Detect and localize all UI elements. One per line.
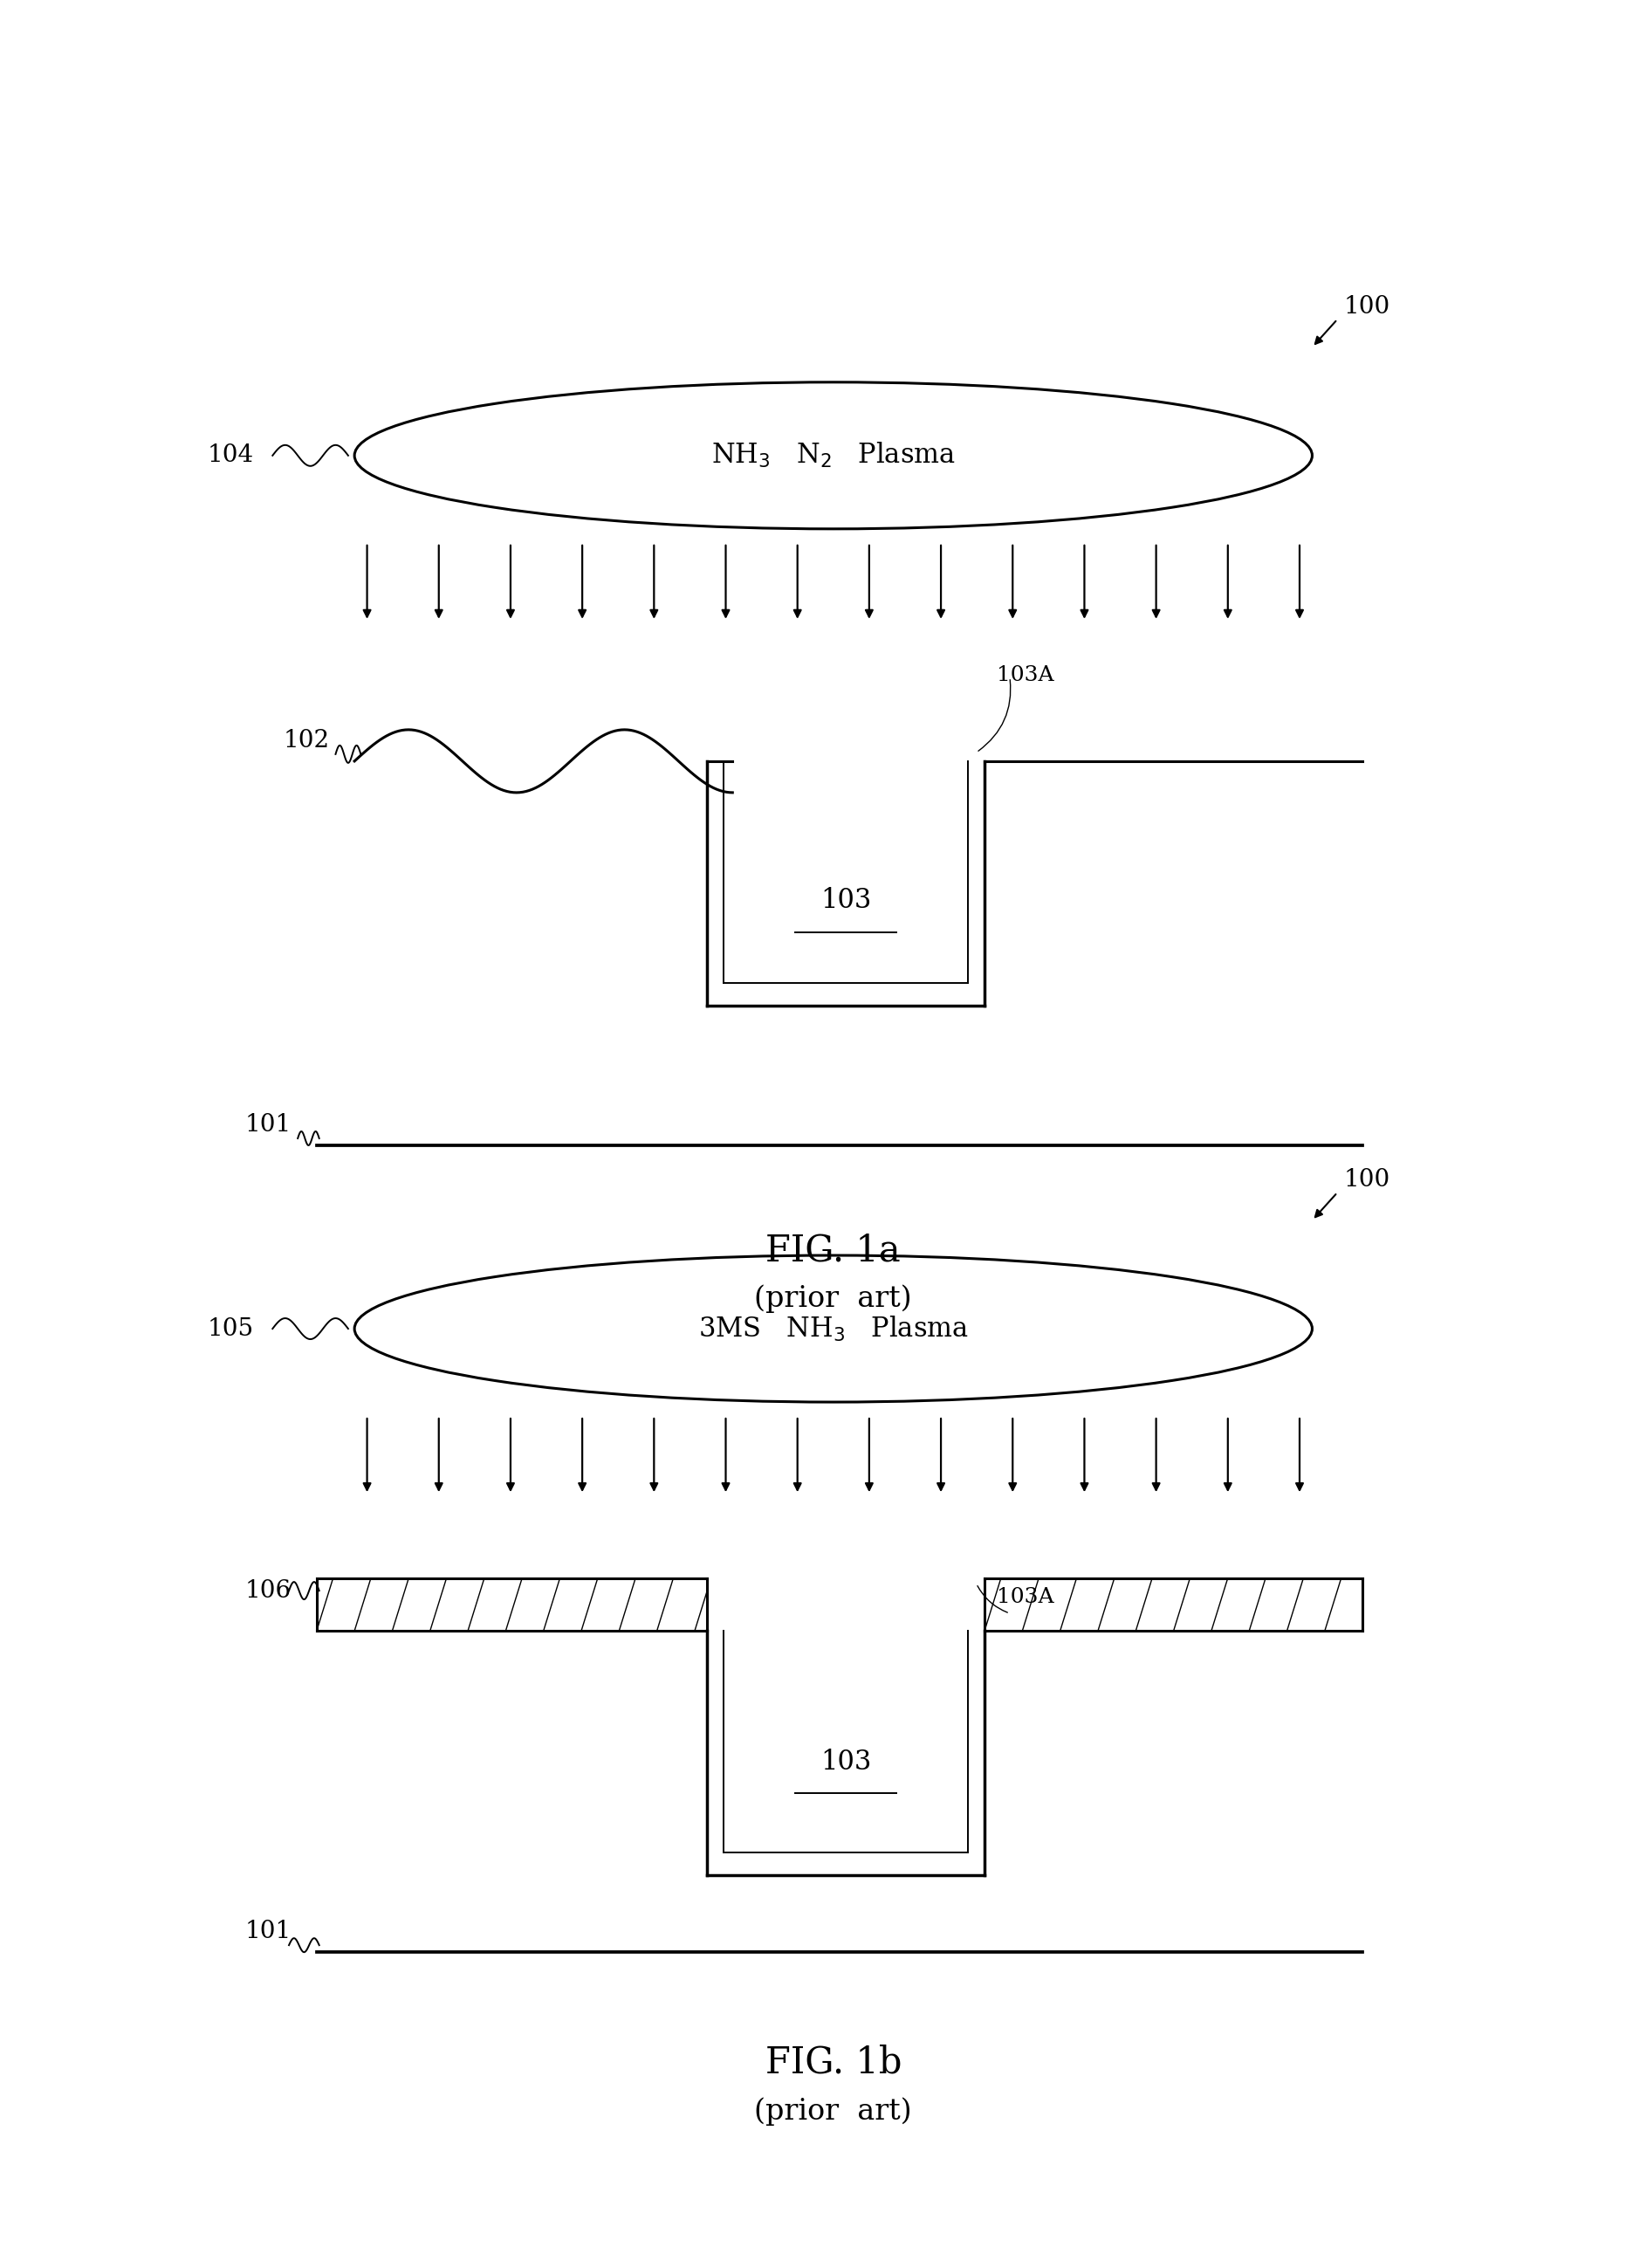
Text: 101: 101 [246, 1919, 291, 1944]
Text: 102: 102 [283, 728, 328, 753]
Text: 103: 103 [821, 1749, 872, 1776]
Text: NH$_3$   N$_2$   Plasma: NH$_3$ N$_2$ Plasma [711, 440, 956, 469]
Text: 103: 103 [821, 887, 872, 914]
Text: (prior  art): (prior art) [754, 2098, 912, 2125]
Text: 104: 104 [207, 445, 254, 467]
Text: (prior  art): (prior art) [754, 1284, 912, 1313]
Text: 100: 100 [1343, 295, 1390, 320]
Text: 101: 101 [246, 1114, 291, 1136]
Text: 100: 100 [1343, 1168, 1390, 1193]
Text: FIG. 1a: FIG. 1a [766, 1232, 901, 1268]
Text: 106: 106 [246, 1579, 291, 1603]
Text: 103A: 103A [997, 665, 1054, 685]
Text: FIG. 1b: FIG. 1b [764, 2043, 902, 2080]
Text: 105: 105 [207, 1318, 254, 1340]
Text: 103A: 103A [997, 1588, 1054, 1608]
Text: 3MS   NH$_3$   Plasma: 3MS NH$_3$ Plasma [698, 1313, 969, 1343]
